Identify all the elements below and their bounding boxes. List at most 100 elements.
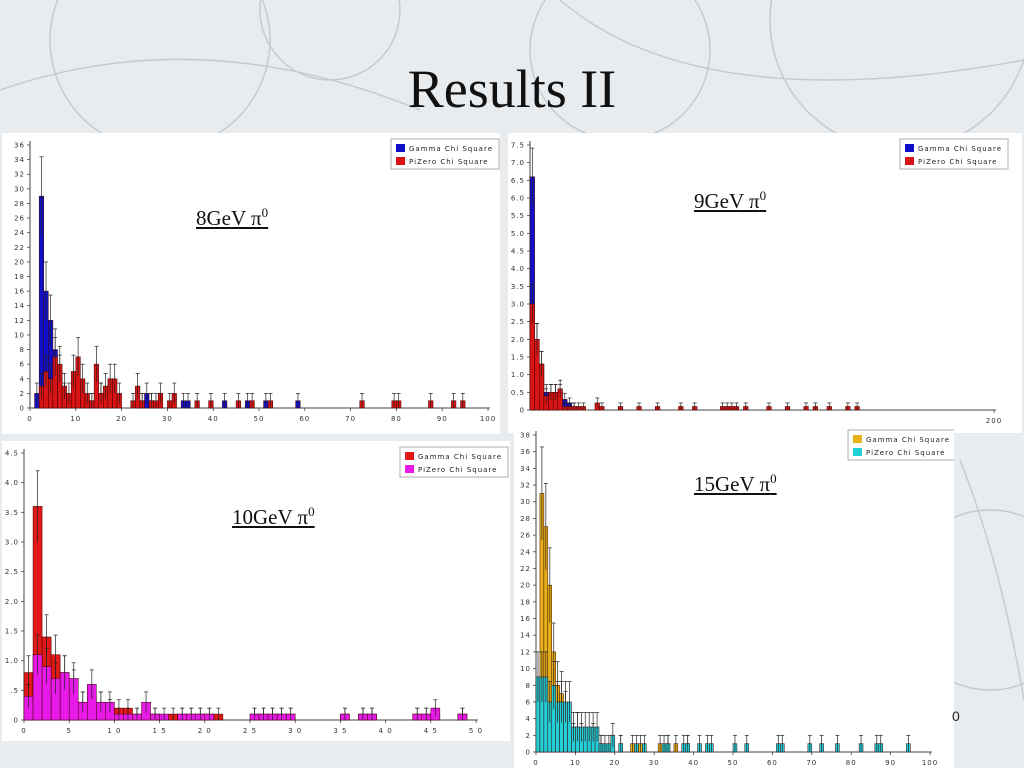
series-0 bbox=[34, 156, 301, 409]
x-tick-label: 30 bbox=[649, 759, 660, 767]
y-tick-label: 4 bbox=[20, 375, 25, 383]
histogram-9gev: 0 0.5 1.0 1.5 2.0 2.5 3.0 3.5 4.0 4.5 5.0 5.5 6.0 6.5… bbox=[511, 138, 1009, 425]
x-tick-label: 100 bbox=[480, 415, 496, 423]
legend-label: Gamma Chi Square bbox=[418, 453, 502, 461]
edge-glyph: 0 bbox=[952, 708, 960, 724]
y-tick-label: 10 bbox=[14, 331, 25, 339]
y-tick-label: 16 bbox=[14, 288, 25, 296]
x-tick-label: 90 bbox=[885, 759, 896, 767]
legend-swatch bbox=[853, 448, 862, 456]
legend: Gamma Chi Square PiZero Chi Square bbox=[390, 138, 500, 170]
x-tick-label: 50 bbox=[728, 759, 739, 767]
y-tick-label: 3.0 bbox=[511, 301, 525, 309]
y-tick-label: 30 bbox=[520, 498, 531, 506]
y-tick-label: 32 bbox=[14, 171, 25, 179]
x-tick-label: 4 0 bbox=[379, 727, 393, 735]
y-tick-label: 24 bbox=[14, 229, 25, 237]
x-tick-label: 40 bbox=[688, 759, 699, 767]
legend-label: PiZero Chi Square bbox=[409, 158, 488, 166]
y-tick-label: 7.5 bbox=[511, 142, 525, 150]
series-1 bbox=[23, 634, 468, 721]
legend-box bbox=[399, 446, 509, 478]
chart-panel-10gev: 0 .5 1.0 1.5 2.0 2.5 3.0 3.5 4.0 4.5 0 5 1 0 1 5 2 0 2 … bbox=[2, 441, 510, 741]
y-tick-label: 32 bbox=[520, 482, 531, 490]
legend-swatch bbox=[905, 157, 914, 165]
x-tick-label: 5 bbox=[66, 727, 71, 735]
y-tick-label: 1.5 bbox=[5, 628, 19, 636]
y-tick-label: 0 bbox=[20, 405, 25, 413]
y-tick-label: 0 bbox=[526, 749, 531, 757]
annotation-10gev: 10GeV π0 bbox=[232, 504, 315, 529]
y-tick-label: 6 bbox=[526, 698, 531, 706]
x-tick-label: 10 bbox=[570, 759, 581, 767]
series-1 bbox=[535, 651, 911, 753]
y-tick-label: 5.0 bbox=[511, 230, 525, 238]
y-tick-label: 22 bbox=[520, 565, 531, 573]
y-tick-label: 1.0 bbox=[5, 657, 19, 665]
x-tick-label: 60 bbox=[767, 759, 778, 767]
legend-box bbox=[390, 138, 500, 170]
legend-swatch bbox=[905, 144, 914, 152]
y-tick-label: 6.0 bbox=[511, 195, 525, 203]
x-tick-label: 20 bbox=[609, 759, 620, 767]
y-tick-label: 2 bbox=[20, 390, 25, 398]
y-tick-label: 0 bbox=[14, 717, 19, 725]
y-tick-label: 16 bbox=[520, 615, 531, 623]
y-tick-label: 0 bbox=[520, 407, 525, 415]
x-tick-label: 30 bbox=[162, 415, 173, 423]
y-tick-label: 36 bbox=[520, 448, 531, 456]
x-tick-label: 80 bbox=[846, 759, 857, 767]
x-tick-label: 0 bbox=[533, 759, 538, 767]
y-tick-label: 1.5 bbox=[511, 354, 525, 362]
y-tick-label: 8 bbox=[20, 346, 25, 354]
legend: Gamma Chi Square PiZero Chi Square bbox=[399, 446, 509, 478]
y-tick-label: 4 bbox=[526, 715, 531, 723]
x-tick-label: 90 bbox=[437, 415, 448, 423]
x-tick-label: 3 0 bbox=[288, 727, 302, 735]
legend-box bbox=[899, 138, 1009, 170]
y-tick-label: 2.5 bbox=[511, 318, 525, 326]
x-tick-label: 0 bbox=[27, 415, 32, 423]
annotation-15gev: 15GeV π0 bbox=[694, 471, 777, 496]
y-tick-label: 38 bbox=[520, 432, 531, 440]
legend-box bbox=[847, 429, 954, 461]
legend-swatch bbox=[396, 144, 405, 152]
y-tick-label: 4.5 bbox=[5, 450, 19, 458]
y-tick-label: 2.0 bbox=[511, 336, 525, 344]
y-tick-label: 18 bbox=[520, 598, 531, 606]
y-tick-label: 28 bbox=[14, 200, 25, 208]
y-tick-label: 8 bbox=[526, 682, 531, 690]
x-tick-label: 2 5 bbox=[243, 727, 257, 735]
legend-swatch bbox=[405, 465, 414, 473]
legend-label: Gamma Chi Square bbox=[409, 145, 493, 153]
y-tick-label: 24 bbox=[520, 548, 531, 556]
annotation-9gev: 9GeV π0 bbox=[694, 188, 767, 213]
y-tick-label: 20 bbox=[520, 582, 531, 590]
y-tick-label: 36 bbox=[14, 142, 25, 150]
chart-panel-9gev: 0 0.5 1.0 1.5 2.0 2.5 3.0 3.5 4.0 4.5 5.0 5.5 6.0 6.5… bbox=[508, 133, 1022, 433]
x-tick-label: 70 bbox=[345, 415, 356, 423]
y-tick-label: 3.5 bbox=[5, 509, 19, 517]
y-tick-label: 30 bbox=[14, 185, 25, 193]
series-1 bbox=[529, 284, 860, 411]
y-tick-label: 3.5 bbox=[511, 283, 525, 291]
x-tick-label: 70 bbox=[806, 759, 817, 767]
annotation-8gev: 8GeV π0 bbox=[196, 205, 269, 230]
x-tick-label: 1 0 bbox=[107, 727, 121, 735]
y-tick-label: 12 bbox=[14, 317, 25, 325]
y-tick-label: 4.0 bbox=[5, 479, 19, 487]
chart-panel-15gev: 0 2 4 6 8 10 12 14 16 18 20 22 24 26 28 30 32 34 36 38 0 10 20… bbox=[514, 425, 954, 768]
y-tick-label: 2 bbox=[526, 732, 531, 740]
x-tick-label: 5 0 bbox=[469, 727, 483, 735]
legend-swatch bbox=[396, 157, 405, 165]
x-tick-label: 200 bbox=[986, 417, 1002, 425]
y-tick-label: 34 bbox=[14, 156, 25, 164]
y-tick-label: 4.5 bbox=[511, 248, 525, 256]
x-tick-label: 1 5 bbox=[153, 727, 167, 735]
y-tick-label: 2.0 bbox=[5, 598, 19, 606]
x-tick-label: 4 5 bbox=[424, 727, 438, 735]
y-tick-label: 7.0 bbox=[511, 159, 525, 167]
